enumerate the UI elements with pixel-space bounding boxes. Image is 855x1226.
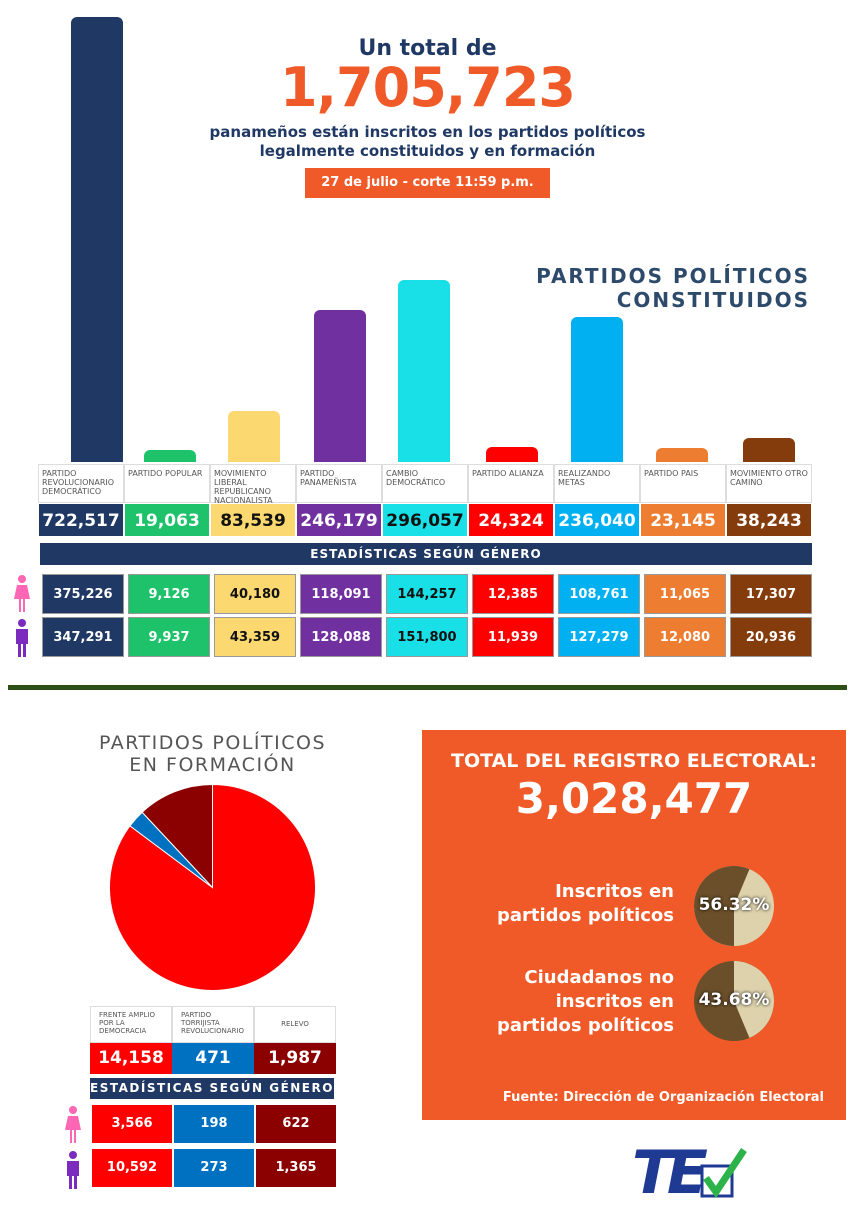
bar <box>486 447 538 462</box>
party-label: PARTIDO PAIS <box>640 464 726 503</box>
bar <box>571 316 623 462</box>
party-total: 38,243 <box>726 503 812 537</box>
woman-icon <box>14 575 30 612</box>
label-line: partidos políticos <box>496 905 674 926</box>
label-line: inscritos en <box>555 991 674 1012</box>
men-count: 9,937 <box>128 617 210 657</box>
intro-text: Un total de <box>358 36 497 61</box>
women-count: 9,126 <box>128 574 210 614</box>
men-count: 10,592 <box>92 1149 172 1187</box>
bar <box>71 17 123 462</box>
party-label: REALIZANDO METAS <box>554 464 640 503</box>
man-icon <box>16 619 28 657</box>
man-icon <box>67 1151 79 1189</box>
women-count: 118,091 <box>300 574 382 614</box>
party-label: MOVIMIENTO OTRO CAMINO <box>726 464 812 503</box>
inscribed-percent: 56.32% <box>698 895 770 915</box>
gender-stats-header: ESTADÍSTICAS SEGÚN GÉNERO <box>40 543 812 565</box>
label-line: Ciudadanos no <box>524 967 674 988</box>
subtitle-line: legalmente constituidos y en formación <box>259 142 596 160</box>
checkmark-icon <box>700 1148 747 1199</box>
men-count: 12,080 <box>644 617 726 657</box>
te-logo: TE <box>632 1138 752 1208</box>
party-total: 24,324 <box>468 503 554 537</box>
men-count: 1,365 <box>256 1149 336 1187</box>
date-badge: 27 de julio - corte 11:59 p.m. <box>305 168 550 198</box>
registry-title: TOTAL DEL REGISTRO ELECTORAL: <box>451 750 817 772</box>
formation-title: PARTIDOS POLÍTICOS EN FORMACIÓN <box>90 732 335 776</box>
party-label: PARTIDO ALIANZA <box>468 464 554 503</box>
not-inscribed-label: Ciudadanos no inscritos en partidos políti… <box>497 966 674 1038</box>
logo-text: TE <box>632 1138 708 1208</box>
party-label: CAMBIO DEMOCRÁTICO <box>382 464 468 503</box>
men-count: 128,088 <box>300 617 382 657</box>
formation-gender-header: ESTADÍSTICAS SEGÚN GÉNERO <box>90 1078 334 1099</box>
party-total: 1,987 <box>254 1043 336 1074</box>
women-count: 40,180 <box>214 574 296 614</box>
men-count: 11,939 <box>472 617 554 657</box>
women-count: 12,385 <box>472 574 554 614</box>
party-total: 471 <box>172 1043 254 1074</box>
formation-pie-chart <box>109 783 316 991</box>
party-total: 236,040 <box>554 503 640 537</box>
pie-slice <box>141 783 213 889</box>
men-count: 273 <box>174 1149 254 1187</box>
party-total: 246,179 <box>296 503 382 537</box>
source-note: Fuente: Dirección de Organización Electo… <box>502 1090 824 1105</box>
bar <box>228 410 280 462</box>
title-line: PARTIDOS POLÍTICOS <box>536 264 810 288</box>
inscribed-pie <box>694 866 774 946</box>
men-count: 151,800 <box>386 617 468 657</box>
women-count: 11,065 <box>644 574 726 614</box>
not-inscribed-pie <box>694 961 774 1041</box>
party-total: 83,539 <box>210 503 296 537</box>
label-line: partidos políticos <box>496 1015 674 1036</box>
bar <box>656 447 708 462</box>
inscribed-label: Inscritos en partidos políticos <box>497 880 674 928</box>
pie-slice-not-inscribed <box>734 961 774 1038</box>
registry-panel: TOTAL DEL REGISTRO ELECTORAL: 3,028,477 … <box>422 730 846 1120</box>
women-count: 108,761 <box>558 574 640 614</box>
party-label: FRENTE AMPLIO POR LA DEMOCRACIA <box>90 1006 172 1043</box>
women-count: 3,566 <box>92 1105 172 1143</box>
pie-slice-inscribed <box>694 866 750 946</box>
party-total: 296,057 <box>382 503 468 537</box>
men-count: 43,359 <box>214 617 296 657</box>
party-total: 23,145 <box>640 503 726 537</box>
subtitle: panameños están inscritos en los partido… <box>0 123 855 161</box>
bar <box>743 438 795 462</box>
men-count: 347,291 <box>42 617 124 657</box>
constituted-title: PARTIDOS POLÍTICOS CONSTITUIDOS <box>536 264 810 312</box>
women-count: 375,226 <box>42 574 124 614</box>
party-label: PARTIDO TORRIJISTA REVOLUCIONARIO <box>172 1006 254 1043</box>
title-line: CONSTITUIDOS <box>616 288 810 312</box>
registry-total: 3,028,477 <box>515 774 753 823</box>
bar <box>144 450 196 462</box>
title-line: PARTIDOS POLÍTICOS <box>98 732 327 754</box>
party-total: 14,158 <box>90 1043 172 1074</box>
men-count: 20,936 <box>730 617 812 657</box>
not-inscribed-percent: 43.68% <box>698 990 770 1010</box>
party-label: PARTIDO REVOLUCIONARIO DEMOCRÁTICO <box>38 464 124 503</box>
bar <box>398 279 450 462</box>
party-total: 722,517 <box>38 503 124 537</box>
women-count: 17,307 <box>730 574 812 614</box>
woman-icon <box>65 1106 81 1143</box>
party-label: MOVIMIENTO LIBERAL REPUBLICANO NACIONALI… <box>210 464 296 505</box>
party-label: PARTIDO PANAMEÑISTA <box>296 464 382 503</box>
party-total: 19,063 <box>124 503 210 537</box>
divider <box>8 685 847 690</box>
women-count: 622 <box>256 1105 336 1143</box>
total-inscribed: 1,705,723 <box>279 56 576 119</box>
title-line: EN FORMACIÓN <box>129 754 296 776</box>
men-count: 127,279 <box>558 617 640 657</box>
party-label: RELEVO <box>254 1006 336 1043</box>
women-count: 198 <box>174 1105 254 1143</box>
women-count: 144,257 <box>386 574 468 614</box>
subtitle-line: panameños están inscritos en los partido… <box>209 123 646 141</box>
party-label: PARTIDO POPULAR <box>124 464 210 503</box>
bar <box>314 310 366 462</box>
label-line: Inscritos en <box>555 881 674 902</box>
